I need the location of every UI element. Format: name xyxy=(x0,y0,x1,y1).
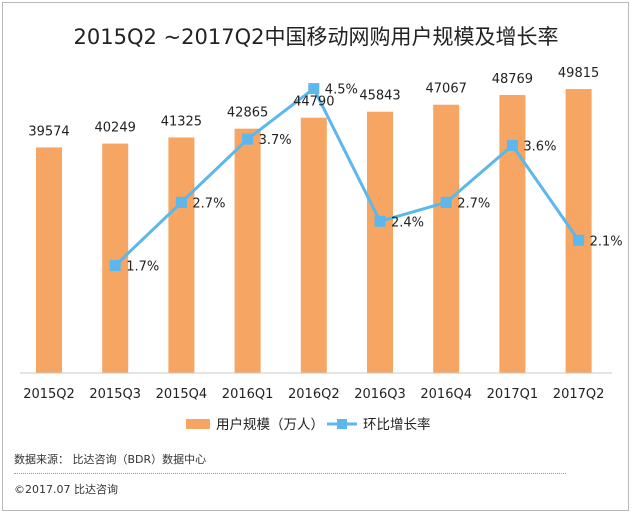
growth-marker-2016Q1 xyxy=(242,133,254,145)
growth-marker-2016Q3 xyxy=(374,215,386,227)
bar-2017Q2 xyxy=(565,89,592,373)
x-tick-label-2015Q4: 2015Q4 xyxy=(156,387,208,402)
bar-value-label-2016Q2: 44790 xyxy=(293,95,334,110)
growth-value-label-2016Q4: 2.7% xyxy=(457,196,490,211)
bar-2016Q4 xyxy=(433,104,460,373)
footer-divider xyxy=(14,473,566,474)
bar-2016Q1 xyxy=(234,128,261,373)
bar-2015Q2 xyxy=(36,147,62,373)
legend-label-growth: 环比增长率 xyxy=(363,416,431,433)
bar-2017Q1 xyxy=(499,95,526,374)
x-tick-label-2016Q1: 2016Q1 xyxy=(222,387,274,402)
growth-value-label-2015Q4: 2.7% xyxy=(192,196,225,211)
bar-value-label-2015Q4: 41325 xyxy=(161,114,202,129)
bar-value-label-2016Q1: 42865 xyxy=(227,106,268,121)
x-tick-label-2017Q2: 2017Q2 xyxy=(553,387,605,402)
x-tick-label-2016Q2: 2016Q2 xyxy=(288,387,340,402)
x-tick-label-2015Q3: 2015Q3 xyxy=(89,387,141,402)
growth-value-label-2015Q3: 1.7% xyxy=(126,260,159,275)
bar-value-label-2017Q1: 48769 xyxy=(492,72,533,87)
growth-marker-2016Q2 xyxy=(308,83,320,95)
growth-marker-2017Q2 xyxy=(573,234,585,246)
bar-2015Q4 xyxy=(168,137,195,373)
growth-value-label-2017Q2: 2.1% xyxy=(590,234,623,249)
legend: 用户规模（万人） 环比增长率 xyxy=(186,416,431,433)
growth-line xyxy=(114,87,580,267)
data-labels: 39574 40249 41325 42865 44790 45843 47067 48769… xyxy=(28,66,622,275)
growth-value-label-2016Q2: 4.5% xyxy=(325,83,358,98)
growth-marker-2017Q1 xyxy=(506,139,518,151)
bar-value-label-2016Q3: 45843 xyxy=(359,89,400,104)
source-note: 数据来源： 比达咨询（BDR）数据中心 xyxy=(14,453,207,466)
bar-series xyxy=(36,89,592,374)
bar-value-label-2016Q4: 47067 xyxy=(426,82,467,97)
chart-title: 2015Q2 ~2017Q2中国移动网购用户规模及增长率 xyxy=(74,25,559,49)
bar-2016Q3 xyxy=(367,111,393,374)
growth-marker-2016Q4 xyxy=(440,196,452,208)
growth-marker-2015Q4 xyxy=(175,196,187,208)
x-tick-label-2016Q4: 2016Q4 xyxy=(420,387,472,402)
legend-swatch-bar xyxy=(186,419,210,429)
x-axis-tick-labels: 2015Q2 2015Q3 2015Q4 2016Q1 2016Q2 2016Q3 2016… xyxy=(23,387,604,402)
growth-marker-2015Q3 xyxy=(109,260,121,272)
growth-value-label-2016Q3: 2.4% xyxy=(391,215,424,230)
x-tick-label-2016Q3: 2016Q3 xyxy=(354,387,406,402)
bar-2016Q2 xyxy=(300,117,327,374)
growth-value-label-2017Q1: 3.6% xyxy=(523,139,556,154)
legend-swatch-marker xyxy=(337,419,347,429)
bar-value-label-2015Q2: 39574 xyxy=(28,124,69,139)
growth-value-label-2016Q1: 3.7% xyxy=(259,133,292,148)
legend-label-users: 用户规模（万人） xyxy=(216,416,324,433)
chart-frame xyxy=(2,2,629,511)
growth-line-series xyxy=(109,83,585,272)
copyright-note: ©2017.07 比达咨询 xyxy=(14,483,118,496)
x-tick-label-2015Q2: 2015Q2 xyxy=(23,387,75,402)
bar-value-label-2015Q3: 40249 xyxy=(95,121,136,136)
x-tick-label-2017Q1: 2017Q1 xyxy=(487,387,539,402)
bar-value-label-2017Q2: 49815 xyxy=(558,66,599,81)
